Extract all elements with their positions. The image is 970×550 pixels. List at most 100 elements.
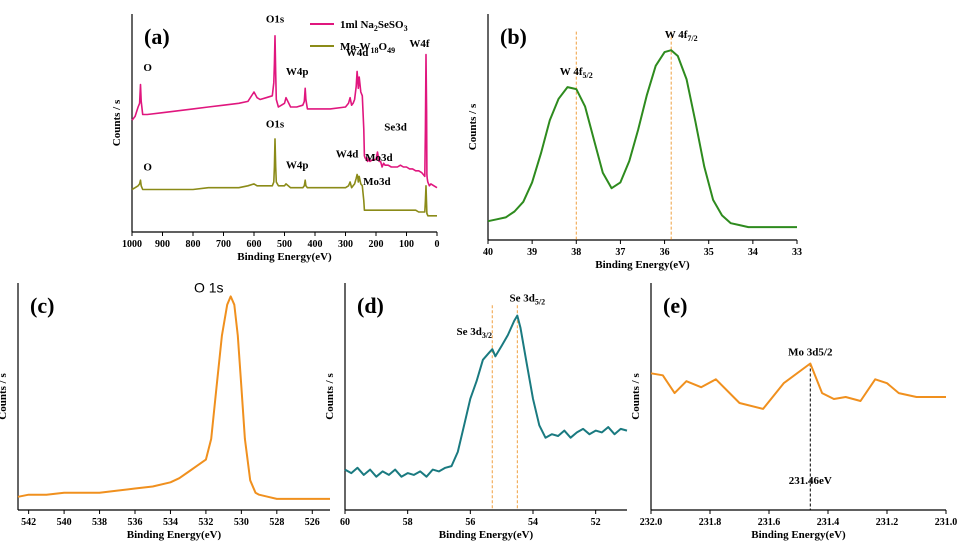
x-tick-label-b: 33 bbox=[792, 247, 802, 258]
panel-label-a: (a) bbox=[144, 24, 170, 49]
annotation-a-9: W4p bbox=[286, 160, 309, 172]
panel-b: 40 39 38 37 36 35 34 33 Binding Energy(eV) Counts… bbox=[467, 14, 802, 271]
x-tick-label-a: 300 bbox=[338, 239, 353, 250]
x-tick-label-c: 528 bbox=[269, 517, 284, 528]
panel-label-e: (e) bbox=[663, 293, 687, 318]
x-tick-label-e: 231.4 bbox=[817, 517, 840, 528]
legend-text-part: SeSO bbox=[378, 19, 404, 31]
annotation-a-11: Mo3d bbox=[363, 176, 391, 188]
annotation-sub: 5/2 bbox=[583, 71, 593, 80]
annotation-d-1: Se 3d5/2 bbox=[510, 293, 546, 307]
x-tick-label-c: 536 bbox=[128, 517, 143, 528]
x-tick-label-a: 200 bbox=[369, 239, 384, 250]
series-line-b-0 bbox=[487, 49, 797, 229]
x-tick-label-d: 58 bbox=[403, 517, 413, 528]
panel-e: 232.0 231.8 231.6 231.4 231.2 231.0 Binding En… bbox=[630, 283, 957, 541]
y-axis-title-b: Counts / s bbox=[467, 103, 479, 150]
annotation-a-7: O bbox=[143, 161, 152, 173]
annotation-a-10: W4d bbox=[336, 148, 359, 160]
annotation-d-0: Se 3d3/2 bbox=[456, 326, 492, 340]
x-tick-label-a: 500 bbox=[277, 239, 292, 250]
x-tick-label-a: 400 bbox=[308, 239, 323, 250]
x-tick-label-a: 900 bbox=[155, 239, 170, 250]
panel-label-b: (b) bbox=[500, 24, 527, 49]
x-tick-label-b: 38 bbox=[571, 247, 581, 258]
annotation-a-4: W4f bbox=[409, 38, 430, 50]
y-axis-title-c: Counts / s bbox=[0, 373, 9, 420]
x-tick-label-a: 1000 bbox=[122, 239, 142, 250]
x-tick-label-e: 231.8 bbox=[699, 517, 722, 528]
x-tick-label-c: 542 bbox=[21, 517, 36, 528]
x-axis-title-c: Binding Energy(eV) bbox=[127, 529, 222, 541]
x-tick-label-c: 530 bbox=[234, 517, 249, 528]
x-tick-label-c: 540 bbox=[57, 517, 72, 528]
x-tick-label-c: 538 bbox=[92, 517, 107, 528]
legend-text-part: 49 bbox=[387, 46, 395, 55]
x-tick-label-a: 600 bbox=[247, 239, 262, 250]
x-axis-title-e: Binding Energy(eV) bbox=[751, 529, 846, 541]
x-tick-label-b: 37 bbox=[615, 247, 625, 258]
series-line-a-0 bbox=[131, 34, 438, 189]
legend-text-part: 18 bbox=[371, 46, 379, 55]
annotation-c-0: O 1s bbox=[194, 279, 224, 295]
x-tick-label-e: 231.2 bbox=[876, 517, 899, 528]
legend-text-part: Mo-W bbox=[340, 41, 371, 53]
legend-text-part: 3 bbox=[404, 24, 408, 33]
panel-a: 1000 900 800 700 600 500 400 300 200 100 0Binding … bbox=[111, 13, 440, 263]
annotation-b-1: W 4f7/2 bbox=[665, 29, 698, 43]
x-tick-label-b: 39 bbox=[527, 247, 537, 258]
x-tick-label-b: 36 bbox=[660, 247, 670, 258]
legend-text-part: 1ml Na bbox=[340, 19, 374, 31]
annotation-main: Se 3d bbox=[510, 293, 535, 305]
x-tick-label-e: 232.0 bbox=[640, 517, 663, 528]
annotation-a-5: Mo3d bbox=[365, 152, 393, 164]
x-tick-label-c: 534 bbox=[163, 517, 178, 528]
x-tick-label-d: 54 bbox=[528, 517, 538, 528]
x-tick-label-b: 40 bbox=[483, 247, 493, 258]
annotation-sub: 7/2 bbox=[687, 34, 697, 43]
x-tick-label-a: 100 bbox=[399, 239, 414, 250]
panel-d: 60 58 56 54 52 Binding Energy(eV) Counts / s (d… bbox=[324, 283, 628, 541]
panel-c: 542 540 538 536 534 532 530 528 526 Binding Energ… bbox=[0, 279, 330, 541]
x-tick-label-c: 526 bbox=[305, 517, 320, 528]
x-axis-title-b: Binding Energy(eV) bbox=[595, 259, 690, 271]
legend-text-part: 2 bbox=[374, 24, 378, 33]
series-line-c-0 bbox=[17, 295, 330, 500]
x-axis-title-d: Binding Energy(eV) bbox=[439, 529, 534, 541]
series-line-a-1 bbox=[131, 138, 437, 217]
series-line-e-0 bbox=[650, 362, 946, 410]
panel-label-d: (d) bbox=[357, 293, 384, 318]
annotation-main: W 4f bbox=[665, 29, 688, 41]
x-tick-label-a: 700 bbox=[216, 239, 231, 250]
x-tick-label-e: 231.6 bbox=[758, 517, 781, 528]
panel-label-c: (c) bbox=[30, 293, 54, 318]
annotation-a-8: O1s bbox=[266, 118, 285, 130]
y-axis-title-d: Counts / s bbox=[324, 373, 336, 420]
y-axis-title-e: Counts / s bbox=[630, 373, 642, 420]
x-tick-label-a: 800 bbox=[186, 239, 201, 250]
annotation-e-1: 231.46eV bbox=[789, 475, 832, 487]
x-tick-label-d: 56 bbox=[465, 517, 475, 528]
annotation-main: Se 3d bbox=[456, 326, 481, 338]
annotation-sub: 3/2 bbox=[482, 331, 492, 340]
x-tick-label-d: 60 bbox=[340, 517, 350, 528]
x-tick-label-a: 0 bbox=[435, 239, 440, 250]
annotation-b-0: W 4f5/2 bbox=[560, 66, 593, 80]
x-tick-label-e: 231.0 bbox=[935, 517, 958, 528]
annotation-e-0: Mo 3d5/2 bbox=[788, 346, 833, 358]
x-tick-label-c: 532 bbox=[198, 517, 213, 528]
x-tick-label-b: 35 bbox=[704, 247, 714, 258]
legend-text-part: O bbox=[379, 41, 388, 53]
x-tick-label-b: 34 bbox=[748, 247, 758, 258]
legend-entry-1: Mo-W18O49 bbox=[340, 41, 395, 55]
annotation-main: W 4f bbox=[560, 66, 583, 78]
annotation-a-2: W4p bbox=[286, 66, 309, 78]
x-axis-title-a: Binding Energy(eV) bbox=[237, 251, 332, 263]
annotation-sub: 5/2 bbox=[535, 298, 545, 307]
annotation-a-3: W4d bbox=[346, 47, 369, 59]
annotation-a-6: Se3d bbox=[384, 122, 407, 134]
x-tick-label-d: 52 bbox=[591, 517, 601, 528]
series-line-d-0 bbox=[344, 314, 628, 478]
annotation-a-0: O bbox=[143, 62, 152, 74]
